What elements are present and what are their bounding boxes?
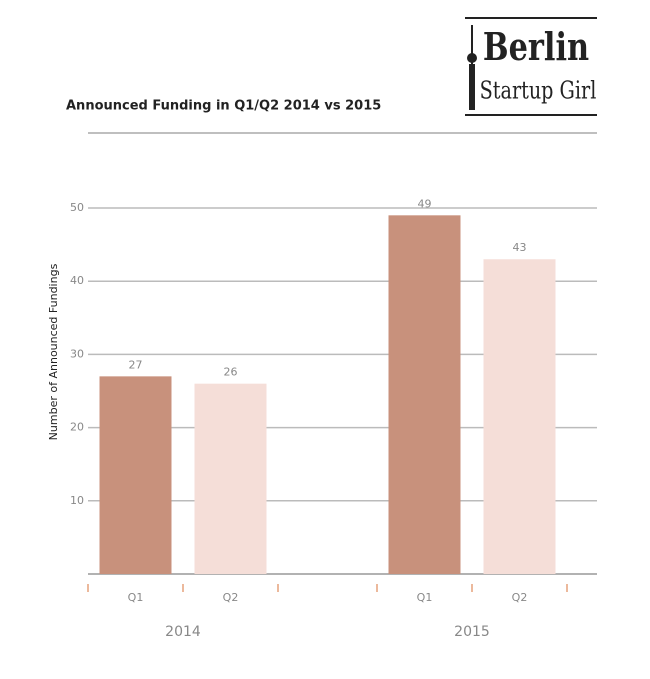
- logo-text: Berlin: [483, 26, 589, 70]
- bar: [99, 376, 172, 574]
- bar: [483, 259, 556, 574]
- x-tick-label: Q2: [512, 591, 528, 604]
- x-tick-label: Q2: [223, 591, 239, 604]
- logo: Berlin Startup Girl: [465, 17, 597, 116]
- logo-tower: [469, 64, 475, 110]
- y-tick-label: 30: [70, 347, 84, 360]
- value-label: 49: [418, 197, 432, 210]
- y-axis-label: Number of Announced Fundings: [47, 263, 60, 440]
- x-group-label: 2014: [165, 624, 201, 640]
- value-label: 27: [129, 358, 143, 371]
- x-tick-label: Q1: [128, 591, 144, 604]
- logo-tower: [467, 53, 477, 63]
- x-group-label: 2015: [454, 624, 490, 640]
- bar: [194, 383, 267, 574]
- y-tick-label: 50: [70, 201, 84, 214]
- value-label: 26: [224, 366, 238, 379]
- y-tick-label: 10: [70, 494, 84, 507]
- value-label: 43: [513, 241, 527, 254]
- logo-text: Startup Girl: [480, 78, 597, 106]
- bar: [388, 215, 461, 574]
- chart-title: Announced Funding in Q1/Q2 2014 vs 2015: [66, 99, 381, 114]
- x-tick-label: Q1: [417, 591, 433, 604]
- y-tick-label: 40: [70, 274, 84, 287]
- y-tick-label: 20: [70, 421, 84, 434]
